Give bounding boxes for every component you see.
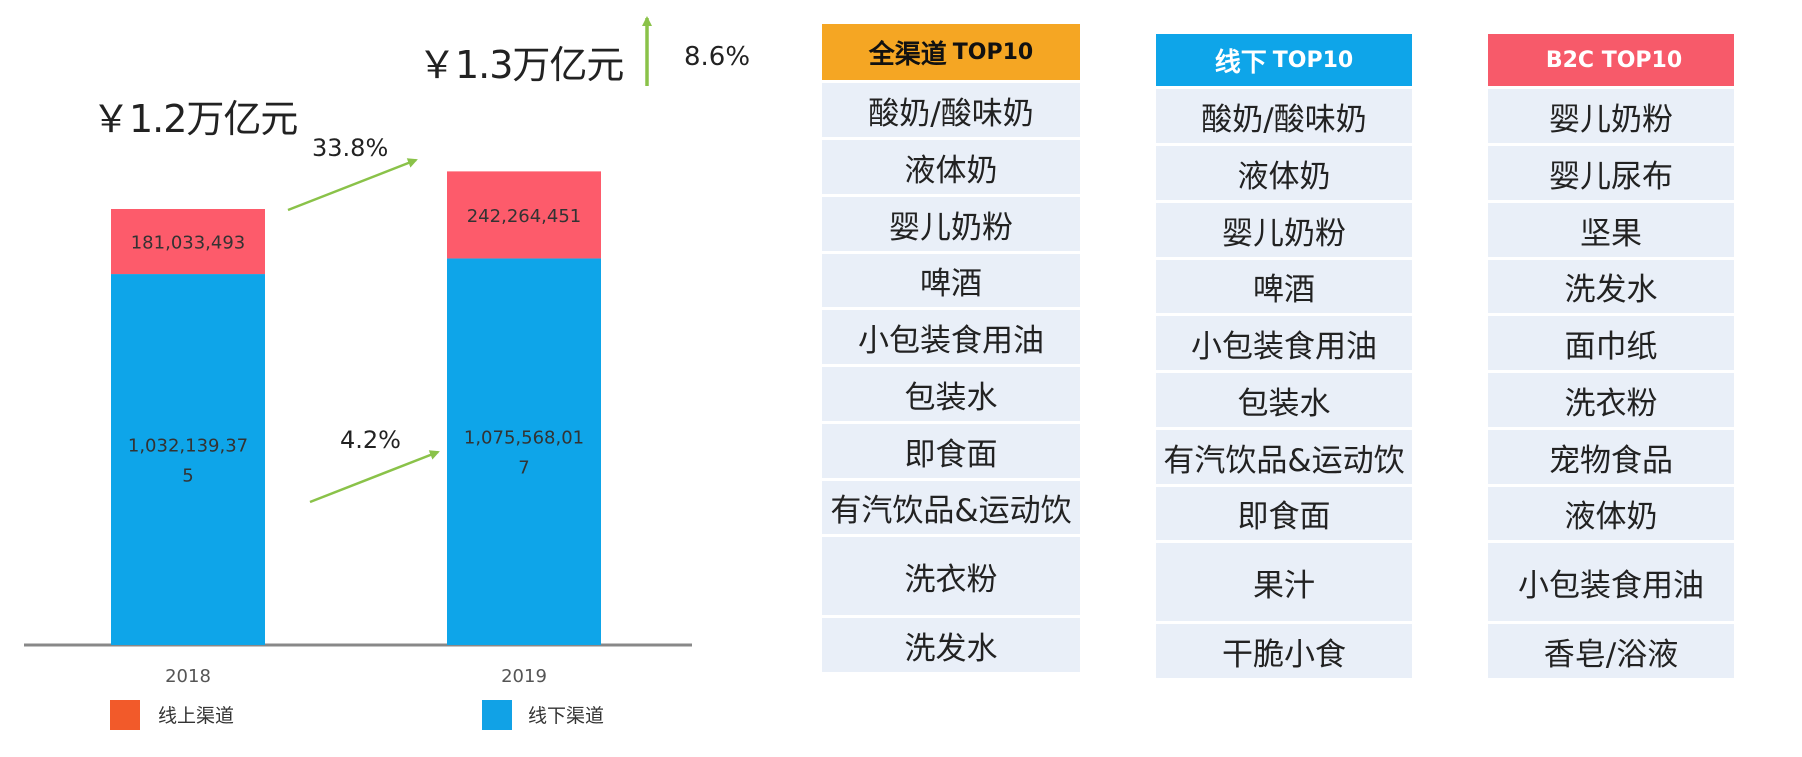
table-title-en: B2C TOP10 [1545,47,1683,73]
table-title-cn: 全渠道 [868,39,947,70]
table-row: 香皂/浴液 [1488,621,1734,678]
table-row: 酸奶/酸味奶 [822,80,1080,137]
table-row: 婴儿奶粉 [822,194,1080,251]
total-label-2019: ￥1.3万亿元 [418,43,624,87]
table-row: 洗衣粉 [822,534,1080,615]
table-row: 液体奶 [1156,143,1412,200]
table-row: 婴儿奶粉 [1156,200,1412,257]
table-header-b2c: B2C TOP10 [1488,34,1734,86]
data-label-offline-2019-line1: 1,075,568,01 [464,428,584,449]
legend-swatch-offline [482,700,512,730]
table-row: 婴儿奶粉 [1488,86,1734,143]
bar-offline-2018 [111,274,265,645]
online-growth-arrow [287,158,418,212]
table-row: 小包装食用油 [822,307,1080,364]
x-tick-label-2018: 2018 [165,666,211,687]
table-row: 小包装食用油 [1156,313,1412,370]
table-row: 洗发水 [1488,257,1734,313]
table-row: 洗发水 [822,615,1080,672]
legend-swatch-online [110,700,140,730]
table-title-en: TOP10 [952,39,1034,65]
table-row: 果汁 [1156,540,1412,621]
table-row: 液体奶 [1488,484,1734,540]
offline-growth-label: 4.2% [340,426,401,454]
table-row: 面巾纸 [1488,313,1734,370]
table-row: 液体奶 [822,137,1080,194]
chart-canvas: 181,033,493 1,032,139,37 5 2018 242,264,451 1… [24,16,692,730]
table-row: 即食面 [822,421,1080,478]
x-tick-label-2019: 2019 [501,666,547,687]
table-row: 婴儿尿布 [1488,143,1734,200]
table-header-offline: 线下 TOP10 [1156,34,1412,86]
offline-growth-arrow [309,450,440,504]
table-title-en: TOP10 [1272,47,1354,73]
table-row: 啤酒 [1156,257,1412,313]
total-growth-label: 8.6% [684,42,751,72]
data-label-offline-2018-line1: 1,032,139,37 [128,436,248,457]
table-row: 啤酒 [822,251,1080,307]
table-header-all-channels: 全渠道 TOP10 [822,24,1080,80]
table-row: 小包装食用油 [1488,540,1734,621]
table-offline: 线下 TOP10 酸奶/酸味奶 液体奶 婴儿奶粉 啤酒 小包装食用油 包装水 有汽… [1156,34,1412,678]
table-row: 有汽饮品&运动饮 [1156,427,1412,484]
bar-offline-2019 [447,258,601,645]
table-title-cn: 线下 [1214,47,1267,78]
data-label-offline-2019-line2: 7 [518,458,529,479]
table-row: 即食面 [1156,484,1412,540]
online-growth-label: 33.8% [312,134,389,162]
table-row: 干脆小食 [1156,621,1412,678]
total-label-2018: ￥1.2万亿元 [92,97,298,141]
data-label-offline-2018-line2: 5 [182,466,193,487]
legend-label-offline: 线下渠道 [528,705,604,727]
table-row: 包装水 [1156,370,1412,427]
table-row: 有汽饮品&运动饮 [822,478,1080,534]
table-all-channels: 全渠道 TOP10 酸奶/酸味奶 液体奶 婴儿奶粉 啤酒 小包装食用油 包装水 即… [822,24,1080,672]
bar-online-2019 [447,171,601,259]
bar-online-2018 [111,209,265,275]
legend-label-online: 线上渠道 [158,705,234,727]
table-row: 包装水 [822,364,1080,421]
table-row: 坚果 [1488,200,1734,257]
table-row: 洗衣粉 [1488,370,1734,427]
table-b2c: B2C TOP10 婴儿奶粉 婴儿尿布 坚果 洗发水 面巾纸 洗衣粉 宠物食品 … [1488,34,1734,678]
table-row: 宠物食品 [1488,427,1734,484]
table-row: 酸奶/酸味奶 [1156,86,1412,143]
data-label-online-2018: 181,033,493 [131,233,246,254]
stacked-bar-chart: 181,033,493 1,032,139,37 5 2018 242,264,451 1… [0,0,760,757]
data-label-online-2019: 242,264,451 [467,206,582,227]
